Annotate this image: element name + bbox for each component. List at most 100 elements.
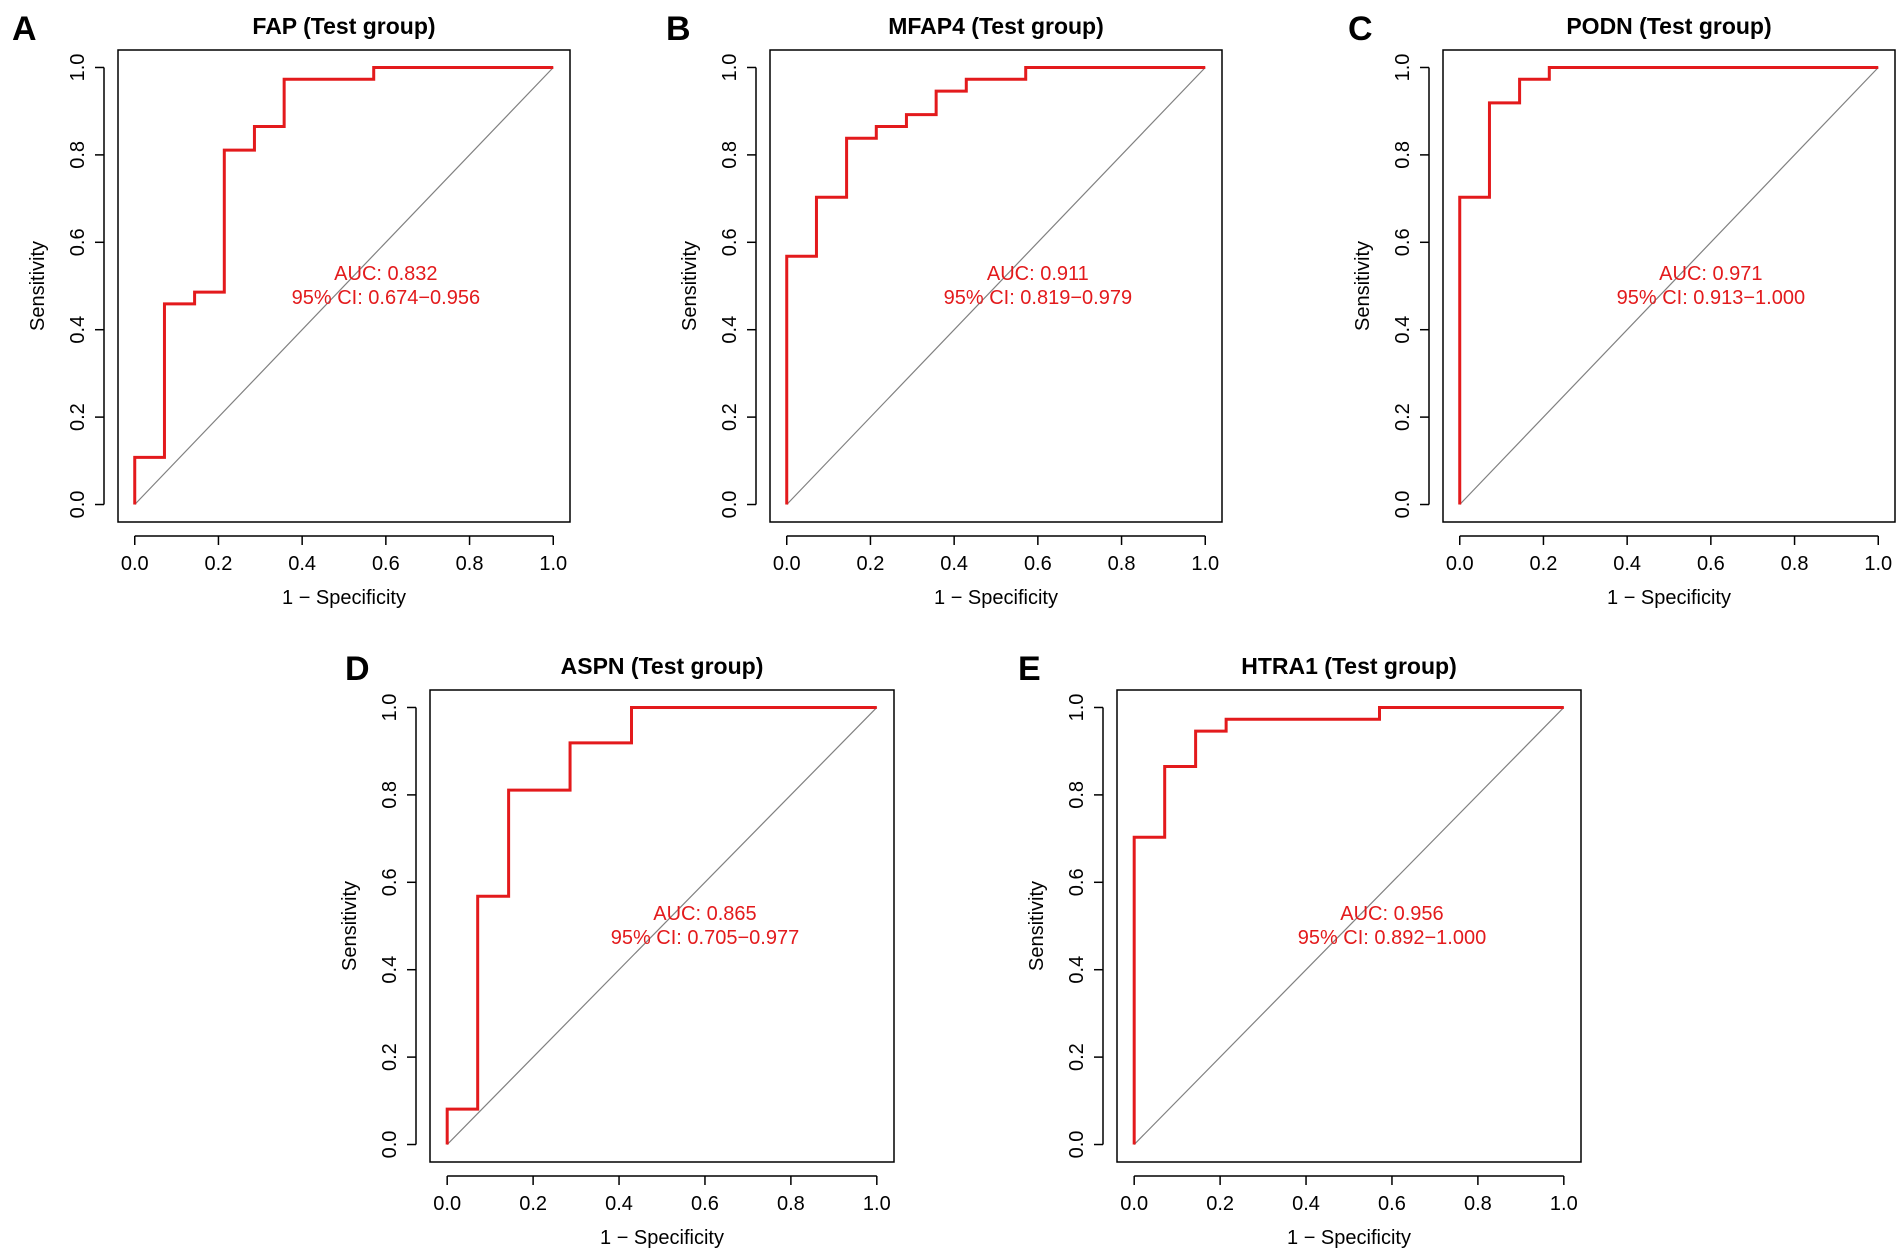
y-tick-label: 0.8 xyxy=(1066,781,1088,809)
y-tick-label: 0.6 xyxy=(1392,228,1414,256)
y-tick-label: 0.2 xyxy=(1392,403,1414,431)
plot-frame xyxy=(1116,689,1582,1163)
auc-label: AUC: 0.832 xyxy=(334,263,437,285)
y-tick-label: 0.8 xyxy=(379,781,401,809)
y-tick-label: 1.0 xyxy=(67,54,89,82)
ci-label: 95% CI: 0.819−0.979 xyxy=(944,287,1132,309)
x-tick-label: 0.8 xyxy=(456,553,484,575)
roc-curve xyxy=(1132,705,1564,1145)
x-tick-label: 0.2 xyxy=(1530,553,1558,575)
x-tick-label: 0.2 xyxy=(1206,1193,1234,1215)
auc-label: AUC: 0.865 xyxy=(653,903,756,925)
ci-label: 95% CI: 0.705−0.977 xyxy=(611,927,799,949)
y-axis-label: Sensitivity xyxy=(1026,881,1048,971)
y-tick-label: 0.0 xyxy=(719,491,741,519)
y-tick-label: 0.8 xyxy=(67,141,89,169)
x-tick-label: 0.8 xyxy=(1108,553,1136,575)
y-tick-label: 0.6 xyxy=(379,868,401,896)
reference-diagonal xyxy=(134,67,554,505)
x-tick-label: 0.2 xyxy=(205,553,233,575)
roc-panel-e: E HTRA1 (Test group) 0.0 0.2 0.4 0.6 0.8 1.0 0.0… xyxy=(1018,650,1582,1249)
y-tick-label: 0.0 xyxy=(379,1131,401,1159)
y-tick-label: 0.8 xyxy=(1392,141,1414,169)
x-tick-label: 1.0 xyxy=(1191,553,1219,575)
y-tick-label: 1.0 xyxy=(1066,694,1088,722)
y-tick-label: 0.0 xyxy=(1392,491,1414,519)
x-tick-label: 0.4 xyxy=(940,553,968,575)
reference-diagonal xyxy=(1133,707,1565,1145)
auc-label: AUC: 0.911 xyxy=(987,263,1089,285)
chart-title: PODN (Test group) xyxy=(1566,13,1771,39)
ci-label: 95% CI: 0.674−0.956 xyxy=(292,287,480,309)
y-axis-label: Sensitivity xyxy=(339,881,361,971)
y-tick-label: 0.2 xyxy=(379,1043,401,1071)
y-tick-label: 0.4 xyxy=(1392,316,1414,344)
roc-panel-a: A FAP (Test group) 0.0 0.2 0.4 0.6 0.8 1.0 0.0 0.… xyxy=(12,10,571,609)
x-tick-label: 0.6 xyxy=(1024,553,1052,575)
roc-panel-c: C PODN (Test group) 0.0 0.2 0.4 0.6 0.8 1.0 0.0 0… xyxy=(1348,10,1896,609)
x-tick-label: 0.8 xyxy=(777,1193,805,1215)
panel-letter: B xyxy=(666,10,691,48)
plot-frame xyxy=(1442,49,1896,523)
x-tick-label: 0.4 xyxy=(1292,1193,1320,1215)
x-tick-label: 0.8 xyxy=(1464,1193,1492,1215)
reference-diagonal xyxy=(446,707,878,1145)
roc-curve xyxy=(1458,65,1879,505)
x-tick-label: 0.0 xyxy=(773,553,801,575)
roc-panel-b: B MFAP4 (Test group) 0.0 0.2 0.4 0.6 0.8 1.0 0.0… xyxy=(666,10,1223,609)
auc-label: AUC: 0.956 xyxy=(1340,903,1443,925)
chart-title: ASPN (Test group) xyxy=(561,653,764,679)
roc-panel-d: D ASPN (Test group) 0.0 0.2 0.4 0.6 0.8 1.0 0.0 0… xyxy=(339,650,895,1249)
x-tick-label: 0.4 xyxy=(605,1193,633,1215)
chart-title: FAP (Test group) xyxy=(252,13,435,39)
y-tick-label: 0.0 xyxy=(67,491,89,519)
reference-diagonal xyxy=(1459,67,1879,505)
y-tick-label: 0.0 xyxy=(1066,1131,1088,1159)
y-tick-label: 0.4 xyxy=(67,316,89,344)
x-tick-label: 0.0 xyxy=(1446,553,1474,575)
panel-letter: A xyxy=(12,10,37,48)
x-tick-label: 1.0 xyxy=(1864,553,1892,575)
ci-label: 95% CI: 0.913−1.000 xyxy=(1617,287,1805,309)
x-tick-label: 0.6 xyxy=(1378,1193,1406,1215)
x-tick-label: 0.0 xyxy=(1120,1193,1148,1215)
x-tick-label: 0.0 xyxy=(121,553,149,575)
y-tick-label: 0.6 xyxy=(1066,868,1088,896)
x-tick-label: 0.0 xyxy=(433,1193,461,1215)
y-tick-label: 1.0 xyxy=(719,54,741,82)
x-tick-label: 0.6 xyxy=(691,1193,719,1215)
y-tick-label: 0.8 xyxy=(719,141,741,169)
reference-diagonal xyxy=(786,67,1206,505)
y-axis-label: Sensitivity xyxy=(27,241,49,331)
y-tick-label: 1.0 xyxy=(1392,54,1414,82)
auc-label: AUC: 0.971 xyxy=(1659,263,1762,285)
chart-title: HTRA1 (Test group) xyxy=(1241,653,1457,679)
x-axis-label: 1 − Specificity xyxy=(1607,587,1731,609)
y-axis-label: Sensitivity xyxy=(679,241,701,331)
y-tick-label: 0.4 xyxy=(1066,956,1088,984)
y-tick-label: 0.2 xyxy=(67,403,89,431)
x-axis-label: 1 − Specificity xyxy=(600,1227,724,1249)
plot-frame xyxy=(429,689,895,1163)
plot-frame xyxy=(117,49,571,523)
plot-frame xyxy=(769,49,1223,523)
y-tick-label: 0.4 xyxy=(719,316,741,344)
y-tick-label: 0.2 xyxy=(1066,1043,1088,1071)
panel-letter: E xyxy=(1018,650,1041,688)
x-tick-label: 0.4 xyxy=(1613,553,1641,575)
x-axis-label: 1 − Specificity xyxy=(934,587,1058,609)
ci-label: 95% CI: 0.892−1.000 xyxy=(1298,927,1486,949)
x-tick-label: 0.2 xyxy=(519,1193,547,1215)
chart-title: MFAP4 (Test group) xyxy=(888,13,1104,39)
y-tick-label: 0.6 xyxy=(67,228,89,256)
y-tick-label: 1.0 xyxy=(379,694,401,722)
x-tick-label: 0.8 xyxy=(1781,553,1809,575)
y-axis-label: Sensitivity xyxy=(1352,241,1374,331)
y-tick-label: 0.2 xyxy=(719,403,741,431)
roc-curve xyxy=(445,705,877,1145)
x-tick-label: 0.2 xyxy=(857,553,885,575)
x-axis-label: 1 − Specificity xyxy=(282,587,406,609)
x-tick-label: 1.0 xyxy=(863,1193,891,1215)
roc-curve xyxy=(133,65,554,505)
